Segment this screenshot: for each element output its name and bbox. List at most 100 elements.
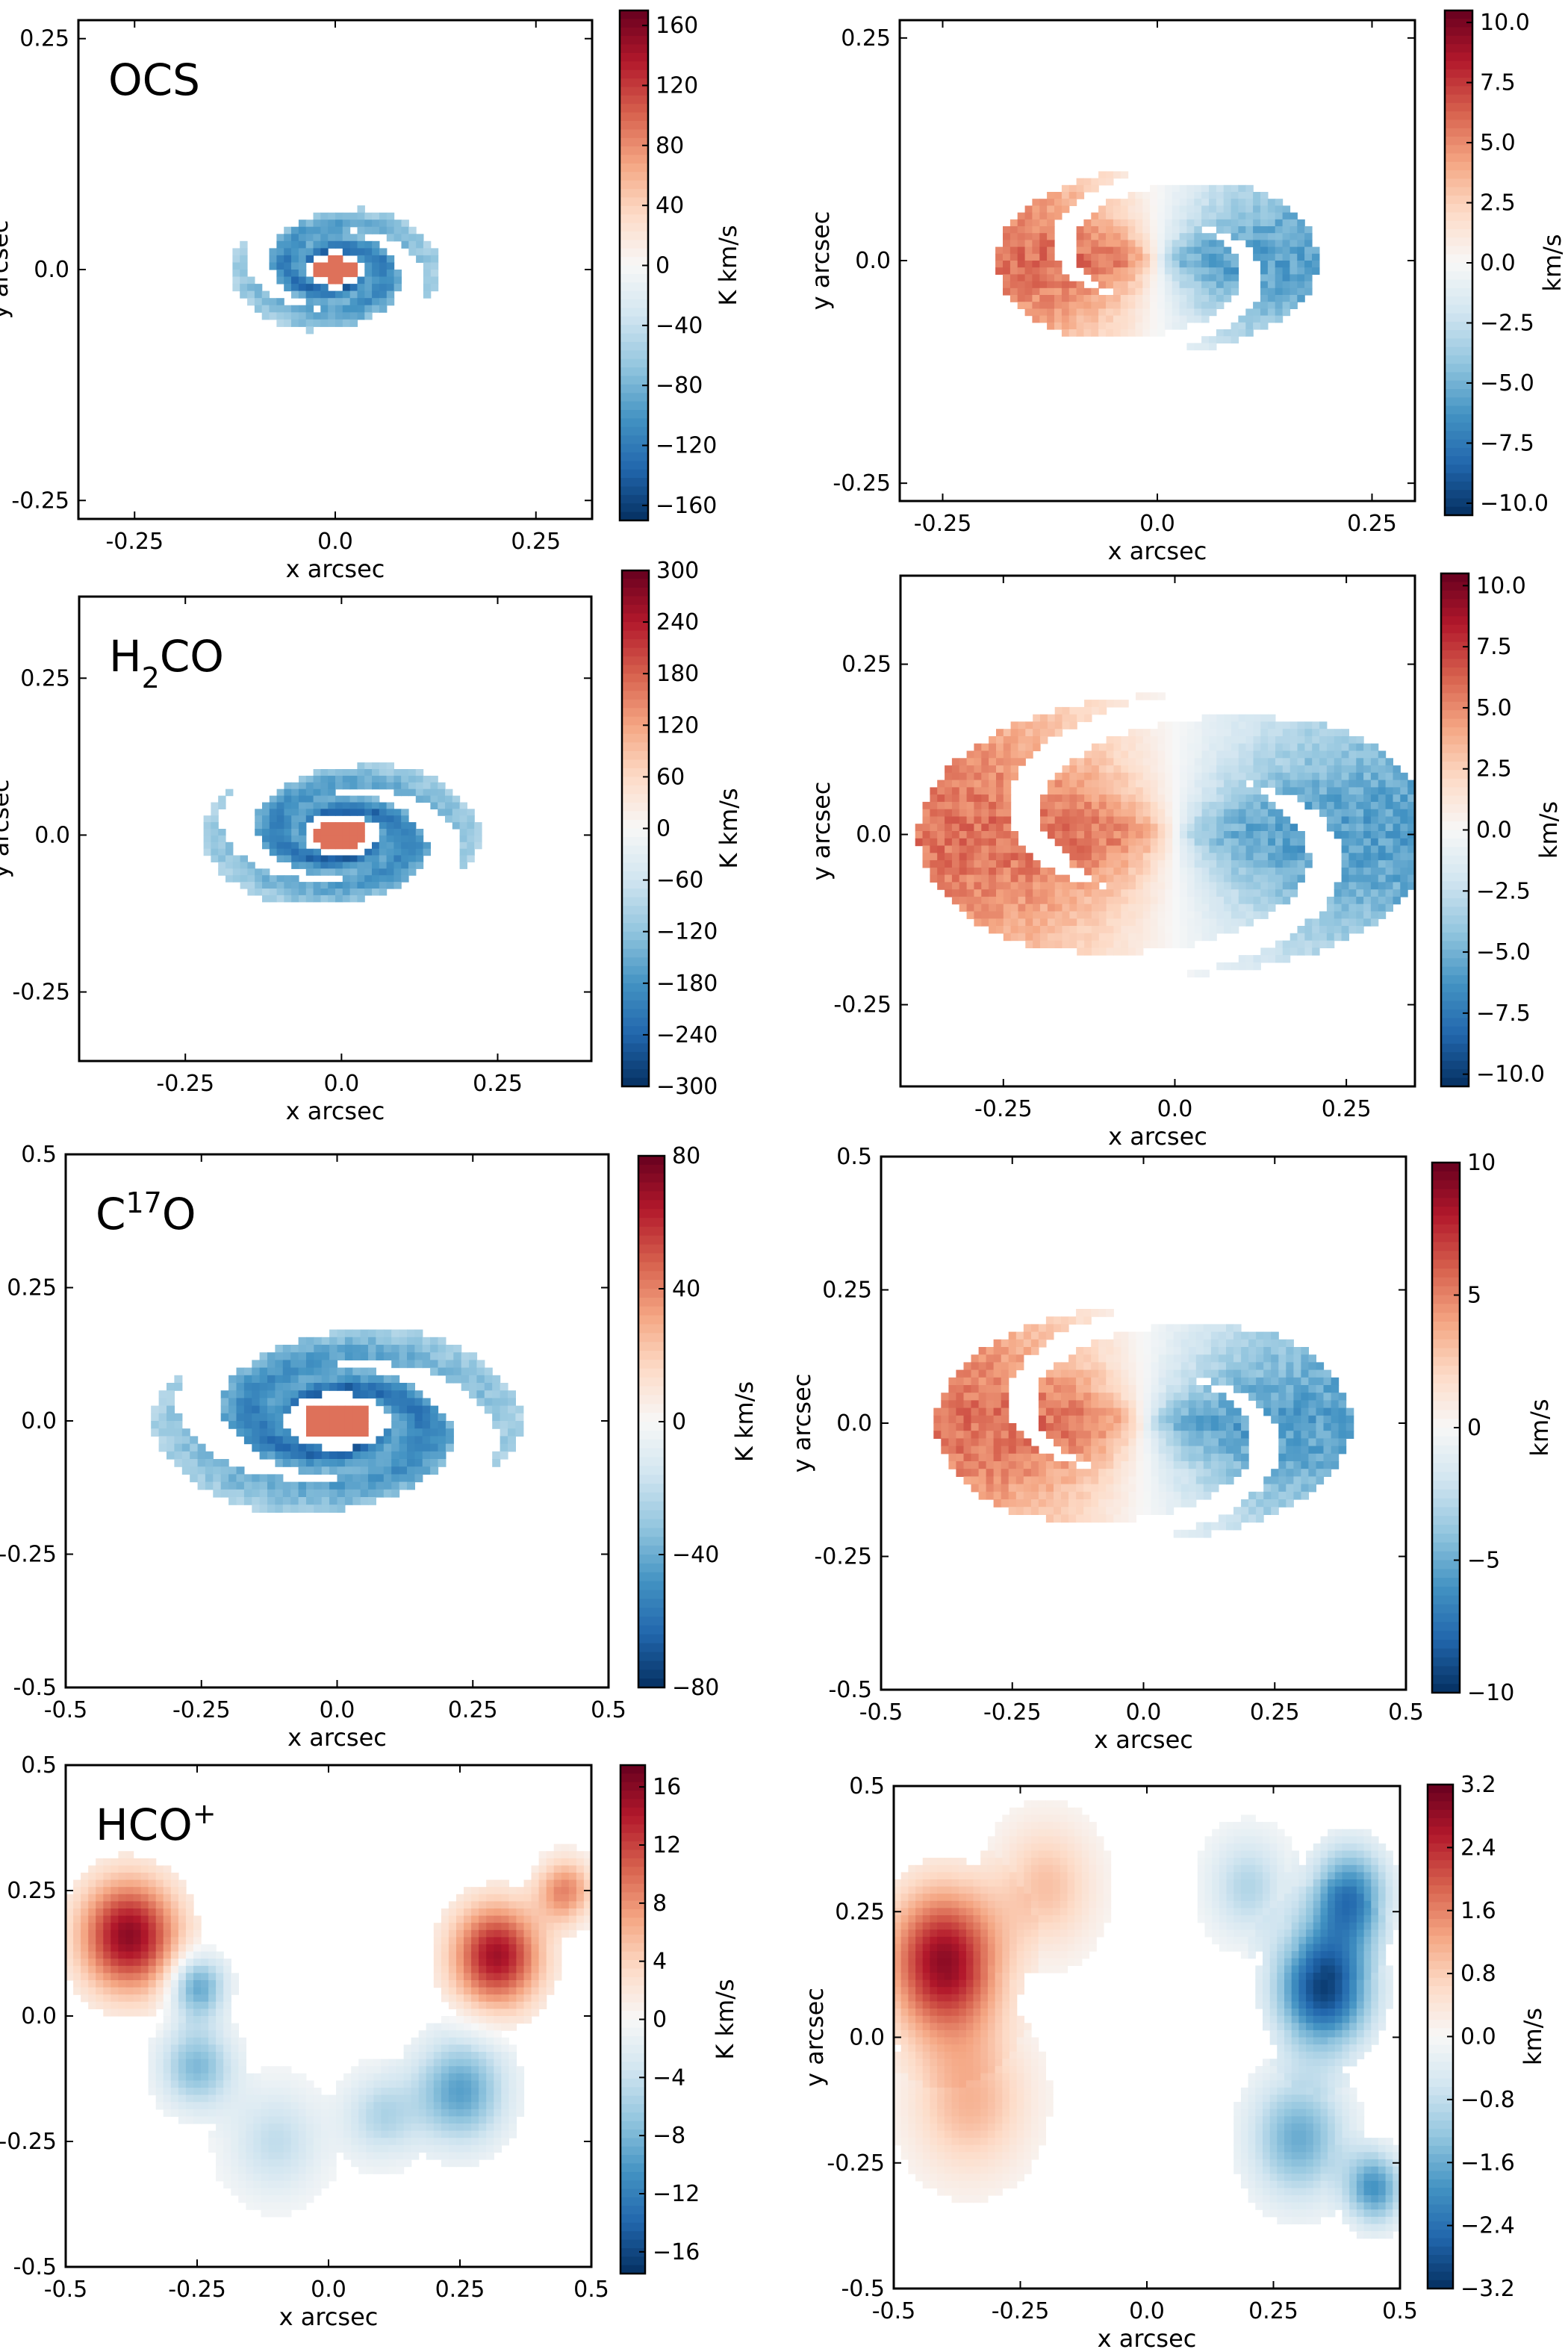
- heatmap-cell: [1017, 233, 1026, 240]
- heatmap-cell: [1378, 831, 1387, 839]
- heatmap-cell: [1040, 721, 1048, 729]
- heatmap-cell: [989, 845, 997, 853]
- heatmap-cell: [1326, 758, 1335, 766]
- heatmap-cell: [328, 276, 336, 284]
- heatmap-cell: [996, 874, 1004, 883]
- heatmap-cell: [1179, 205, 1188, 214]
- heatmap-cell: [1157, 911, 1166, 919]
- heatmap-cell: [1245, 322, 1254, 330]
- heatmap-cell: [1098, 933, 1107, 942]
- heatmap-cell: [386, 882, 394, 889]
- heatmap-cell: [1378, 816, 1387, 824]
- heatmap-cell: [1008, 1362, 1017, 1371]
- heatmap-cell: [379, 775, 388, 783]
- heatmap-cell: [1180, 838, 1188, 847]
- heatmap-cell: [1151, 1469, 1160, 1477]
- heatmap-cell: [276, 829, 284, 836]
- heatmap-cell: [1348, 750, 1357, 759]
- heatmap-cell: [391, 1383, 400, 1391]
- heatmap-cell: [1121, 816, 1129, 824]
- heatmap-cell: [376, 1443, 385, 1452]
- heatmap-cell: [1238, 903, 1247, 912]
- heatmap-cell: [1253, 816, 1261, 824]
- heatmap-cell: [937, 867, 945, 876]
- heatmap-cell: [1038, 1331, 1047, 1340]
- heatmap-cell: [1172, 772, 1180, 781]
- heatmap-cell: [941, 1446, 949, 1455]
- heatmap-cell: [1216, 911, 1225, 919]
- heatmap-cell: [1091, 750, 1100, 759]
- heatmap-cell: [1209, 758, 1217, 766]
- heatmap-cell: [467, 835, 475, 843]
- heatmap-cell: [1003, 809, 1012, 818]
- colorbar-step: [622, 914, 649, 924]
- heatmap-cell: [1216, 192, 1225, 199]
- heatmap-cell: [1083, 1469, 1092, 1477]
- colorbar-step: [1445, 52, 1472, 62]
- heatmap-cell: [1023, 1347, 1032, 1355]
- heatmap-cell: [1282, 860, 1291, 868]
- heatmap-cell: [974, 831, 982, 839]
- heatmap-cell: [1297, 940, 1305, 948]
- heatmap-cell: [933, 1423, 942, 1431]
- heatmap-cell: [1238, 911, 1247, 919]
- heatmap-cell: [1136, 787, 1144, 795]
- heatmap-cell: [213, 1466, 222, 1475]
- heatmap-cell: [364, 875, 373, 883]
- heatmap-cell: [1010, 772, 1018, 781]
- heatmap-cell: [1135, 233, 1143, 240]
- heatmap-cell: [1201, 721, 1210, 729]
- heatmap-cell: [344, 1459, 353, 1467]
- heatmap-cell: [1136, 838, 1144, 847]
- heatmap-cell: [1238, 199, 1246, 206]
- heatmap-cell: [476, 1390, 485, 1399]
- heatmap-cell: [1003, 794, 1012, 803]
- heatmap-cell: [305, 248, 314, 256]
- heatmap-cell: [1054, 295, 1063, 302]
- heatmap-cell: [1030, 1446, 1039, 1455]
- y-axis-label: y arcsec: [0, 220, 13, 320]
- heatmap-cell: [1297, 240, 1305, 248]
- heatmap-cell: [1224, 896, 1232, 905]
- heatmap-cell: [1076, 1407, 1084, 1416]
- heatmap-cell: [974, 801, 982, 810]
- heatmap-cell: [1062, 809, 1070, 818]
- heatmap-cell: [335, 290, 343, 299]
- colorbar-tick-label: −7.5: [1476, 1001, 1531, 1027]
- heatmap-cell: [1023, 1438, 1032, 1447]
- heatmap-cell: [459, 862, 467, 869]
- heatmap-cell: [393, 276, 402, 284]
- heatmap-cell: [1370, 750, 1379, 759]
- colorbar-step: [622, 785, 649, 795]
- heatmap-cell: [1151, 1431, 1160, 1439]
- heatmap-cell: [1297, 743, 1305, 752]
- heatmap-cell: [1194, 918, 1203, 927]
- heatmap-cell: [240, 276, 248, 284]
- heatmap-cell: [386, 234, 395, 242]
- heatmap-cell: [1165, 765, 1173, 774]
- heatmap-cell: [383, 1405, 392, 1414]
- heatmap-cell: [492, 1413, 501, 1422]
- heatmap-cell: [1304, 253, 1313, 261]
- heatmap-cell: [1186, 743, 1195, 752]
- heatmap-cell: [1150, 816, 1159, 824]
- heatmap-cell: [232, 255, 240, 263]
- heatmap-cell: [438, 1436, 447, 1445]
- heatmap-cell: [1165, 926, 1173, 934]
- heatmap-cell: [978, 1362, 987, 1371]
- heatmap-cell: [930, 845, 938, 853]
- heatmap-cell: [1047, 940, 1056, 948]
- heatmap-cell: [1098, 1461, 1107, 1469]
- heatmap-cell: [1113, 1507, 1121, 1515]
- heatmap-cell: [1231, 205, 1239, 214]
- heatmap-cell: [298, 284, 307, 292]
- heatmap-cell: [228, 1398, 237, 1407]
- heatmap-cell: [1040, 714, 1048, 723]
- colorbar-step: [1441, 1052, 1469, 1062]
- heatmap-cell: [1260, 867, 1269, 876]
- heatmap-cell: [1289, 948, 1298, 956]
- heatmap-cell: [1120, 240, 1129, 248]
- colorbar-tick-label: −300: [656, 1074, 718, 1100]
- heatmap-cell: [1076, 261, 1085, 268]
